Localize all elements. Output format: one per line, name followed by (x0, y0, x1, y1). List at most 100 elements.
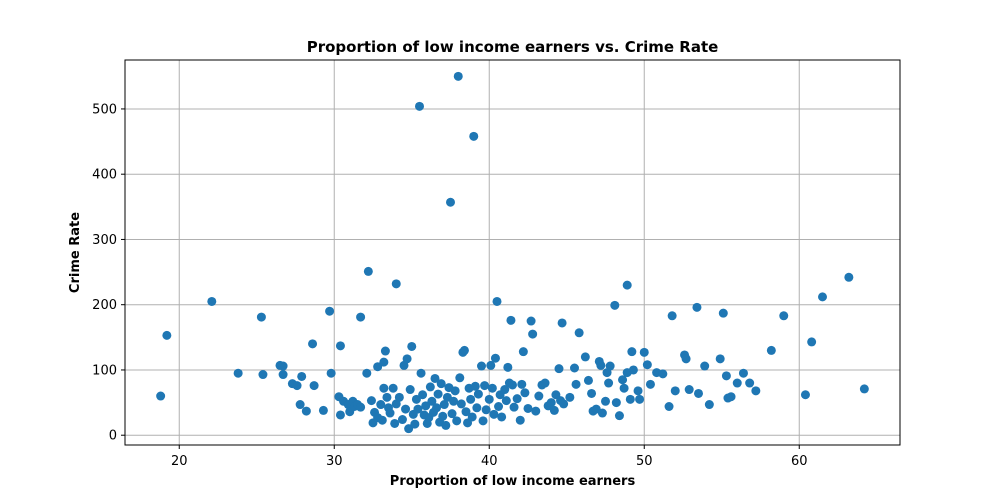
data-point (335, 341, 345, 351)
data-point (297, 371, 307, 381)
data-point (618, 375, 628, 385)
data-point (715, 354, 725, 364)
data-point (256, 312, 266, 322)
data-point (718, 308, 728, 318)
data-point (456, 399, 466, 409)
data-point (301, 406, 311, 416)
data-point (546, 398, 556, 408)
data-point (549, 405, 559, 415)
data-point (580, 352, 590, 362)
data-point (382, 392, 392, 402)
data-point (453, 71, 463, 81)
data-point (596, 360, 606, 370)
data-point (807, 337, 817, 347)
y-axis-label: Crime Rate (68, 212, 83, 293)
data-point (515, 415, 525, 425)
data-point (411, 394, 421, 404)
data-point (472, 403, 482, 413)
data-point (494, 402, 504, 411)
data-point (455, 373, 465, 383)
data-point (410, 419, 420, 429)
data-point (402, 354, 412, 364)
data-point (484, 394, 494, 404)
data-point (766, 345, 776, 355)
data-point (318, 405, 328, 415)
y-tick-label: 200 (92, 298, 117, 313)
data-point (779, 311, 789, 321)
data-point (745, 378, 755, 388)
data-point (520, 388, 530, 398)
data-point (587, 388, 597, 398)
data-point (692, 302, 702, 312)
data-point (628, 365, 638, 375)
data-point (459, 345, 469, 355)
data-point (278, 361, 288, 371)
data-point (477, 361, 486, 371)
data-point (487, 383, 497, 393)
data-point (436, 379, 446, 389)
data-point (503, 362, 513, 372)
data-point (325, 306, 335, 316)
data-point (404, 424, 414, 434)
x-tick-label: 50 (636, 454, 653, 469)
data-point (373, 362, 383, 372)
data-point (416, 368, 426, 378)
data-point (449, 396, 459, 406)
data-point (540, 378, 550, 388)
data-point (670, 386, 680, 396)
data-point (379, 383, 389, 393)
data-point (362, 368, 372, 378)
data-point (480, 381, 490, 391)
data-point (721, 371, 731, 381)
data-point (278, 370, 288, 380)
data-point (517, 379, 527, 389)
data-point (490, 353, 500, 363)
data-point (800, 390, 810, 400)
y-tick-label: 500 (92, 102, 117, 117)
data-point (470, 381, 480, 391)
data-point (610, 300, 620, 310)
data-point (388, 383, 398, 393)
data-point (501, 396, 511, 406)
data-point (604, 378, 614, 388)
x-tick-label: 60 (791, 454, 808, 469)
x-tick-label: 30 (326, 454, 343, 469)
data-point (394, 392, 404, 402)
y-tick-label: 400 (92, 168, 117, 183)
data-point (478, 416, 488, 426)
data-point (309, 381, 319, 391)
ticks-layer: 20 30 40 50 60 0 100 200 300 400 500 (92, 102, 807, 469)
data-point (497, 412, 507, 422)
data-point (597, 408, 607, 418)
x-tick-label: 20 (171, 454, 188, 469)
data-point (512, 394, 522, 404)
y-tick-label: 300 (92, 233, 117, 248)
data-point (450, 386, 460, 396)
data-point (601, 396, 610, 406)
data-point (481, 405, 491, 415)
data-point (405, 385, 415, 395)
data-point (614, 411, 624, 421)
data-point (446, 197, 455, 207)
data-point (486, 360, 496, 370)
data-point (356, 312, 366, 322)
data-point (611, 398, 621, 408)
data-point (557, 318, 567, 328)
data-point (751, 386, 761, 396)
data-point (508, 380, 517, 390)
data-point (859, 384, 869, 394)
data-point (639, 347, 649, 357)
data-point (356, 402, 366, 412)
data-point (452, 416, 462, 426)
data-point (583, 375, 593, 385)
data-point (658, 369, 668, 379)
data-point (489, 409, 499, 419)
data-point (438, 411, 448, 421)
data-point (467, 412, 477, 422)
data-point (492, 296, 502, 306)
data-point (531, 406, 541, 416)
data-point (633, 386, 643, 396)
x-axis-label: Proportion of low income earners (390, 474, 636, 489)
data-point (684, 385, 694, 395)
data-point (526, 316, 536, 326)
